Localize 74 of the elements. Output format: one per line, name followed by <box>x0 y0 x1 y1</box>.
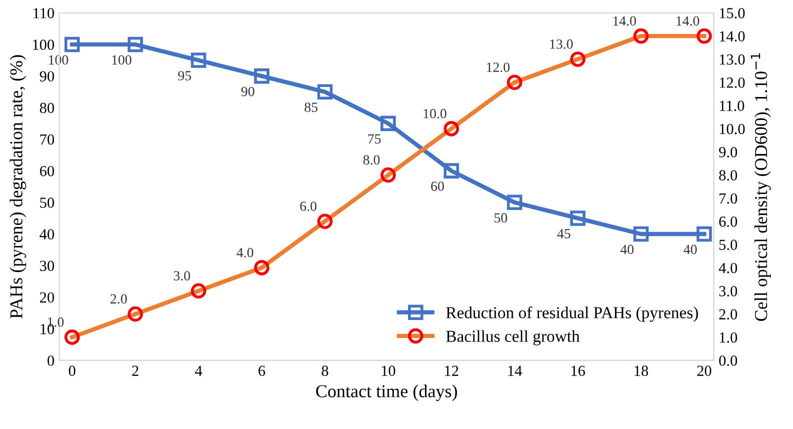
data-label: 50 <box>494 213 508 223</box>
y2-tick-label: 8.0 <box>719 170 738 181</box>
data-label: 3.0 <box>174 271 190 281</box>
y2-tick-label: 13.0 <box>720 54 745 65</box>
y-tick-label: 110 <box>34 8 54 18</box>
point <box>444 163 460 178</box>
y2-tick-label: 10.0 <box>720 124 745 134</box>
point <box>128 36 143 52</box>
y-axis-title: PAHs (pyrene) degradation rate, (%) <box>10 55 26 318</box>
data-label: 6.0 <box>300 202 316 212</box>
y2-tick-label: 14.0 <box>720 31 745 42</box>
x-tick-label: 10 <box>382 366 396 376</box>
data-label: 40 <box>684 244 697 254</box>
point <box>317 84 333 100</box>
data-label: 13.0 <box>550 39 573 49</box>
data-label: 14.0 <box>613 16 636 26</box>
y-tick-label: 20 <box>40 292 54 303</box>
x-tick-label: 16 <box>572 366 585 376</box>
x-tick-label: 20 <box>697 366 712 376</box>
data-label: 95 <box>178 71 192 80</box>
y2-tick-label: 6.0 <box>719 216 738 227</box>
x-tick-label: 6 <box>258 366 266 376</box>
point <box>633 226 649 242</box>
y-tick-label: 70 <box>40 134 54 145</box>
data-label: 85 <box>304 102 318 112</box>
y2-tick-label: 1.0 <box>720 332 738 343</box>
data-label: 2.0 <box>110 294 127 304</box>
point <box>254 68 270 84</box>
data-label: 12.0 <box>486 62 510 72</box>
point <box>506 194 522 210</box>
y-tick-label: 80 <box>40 102 54 114</box>
data-label: 60 <box>431 182 444 191</box>
point <box>570 210 586 226</box>
x-tick-label: 14 <box>508 366 522 376</box>
data-label: 75 <box>368 134 381 144</box>
legend-label: Bacillus cell growth <box>446 330 580 346</box>
x-tick-label: 18 <box>634 366 648 376</box>
y2-tick-label: 0.0 <box>719 356 738 366</box>
y2-tick-label: 7.0 <box>720 193 738 204</box>
y-tick-label: 100 <box>33 40 54 50</box>
y-tick-label: 90 <box>40 71 54 82</box>
y2-axis-title: Cell optical density (OD600), 1.10$^{−1}$ <box>750 53 771 321</box>
data-label: 4.0 <box>236 248 254 258</box>
y-tick-label: 50 <box>40 198 54 208</box>
x-tick-label: 2 <box>132 366 138 376</box>
y-tick-label: 30 <box>40 260 54 272</box>
x-tick-label: 8 <box>322 366 328 376</box>
data-label: 45 <box>557 229 570 238</box>
y2-tick-label: 2.0 <box>719 309 738 320</box>
point <box>696 226 712 242</box>
y2-tick-label: 3.0 <box>719 286 738 296</box>
data-label: 100 <box>112 55 132 65</box>
data-label: 14.0 <box>676 16 700 26</box>
x-tick-label: 0 <box>68 366 76 376</box>
y-tick-label: 60 <box>40 166 54 176</box>
y2-tick-label: 12.0 <box>720 78 745 88</box>
y2-tick-label: 15.0 <box>720 8 745 18</box>
data-label: 10.0 <box>424 108 446 118</box>
x-tick-label: 12 <box>445 366 458 376</box>
y2-tick-label: 9.0 <box>719 147 738 158</box>
legend-label: Reduction of residual PAHs (pyrenes) <box>446 306 698 322</box>
x-axis-title: Contact time (days) <box>316 384 457 402</box>
point <box>64 36 80 52</box>
data-label: 8.0 <box>363 155 380 165</box>
point <box>380 116 396 132</box>
x-tick-label: 4 <box>195 366 202 376</box>
data-label: 90 <box>241 86 254 96</box>
point <box>190 52 206 68</box>
y2-tick-label: 5.0 <box>719 240 738 250</box>
y-tick-label: 40 <box>40 229 54 240</box>
y2-tick-label: 4.0 <box>718 262 738 274</box>
y2-tick-label: 11.0 <box>720 100 744 112</box>
data-label: 40 <box>620 244 634 254</box>
y-tick-label: 0 <box>48 356 54 366</box>
